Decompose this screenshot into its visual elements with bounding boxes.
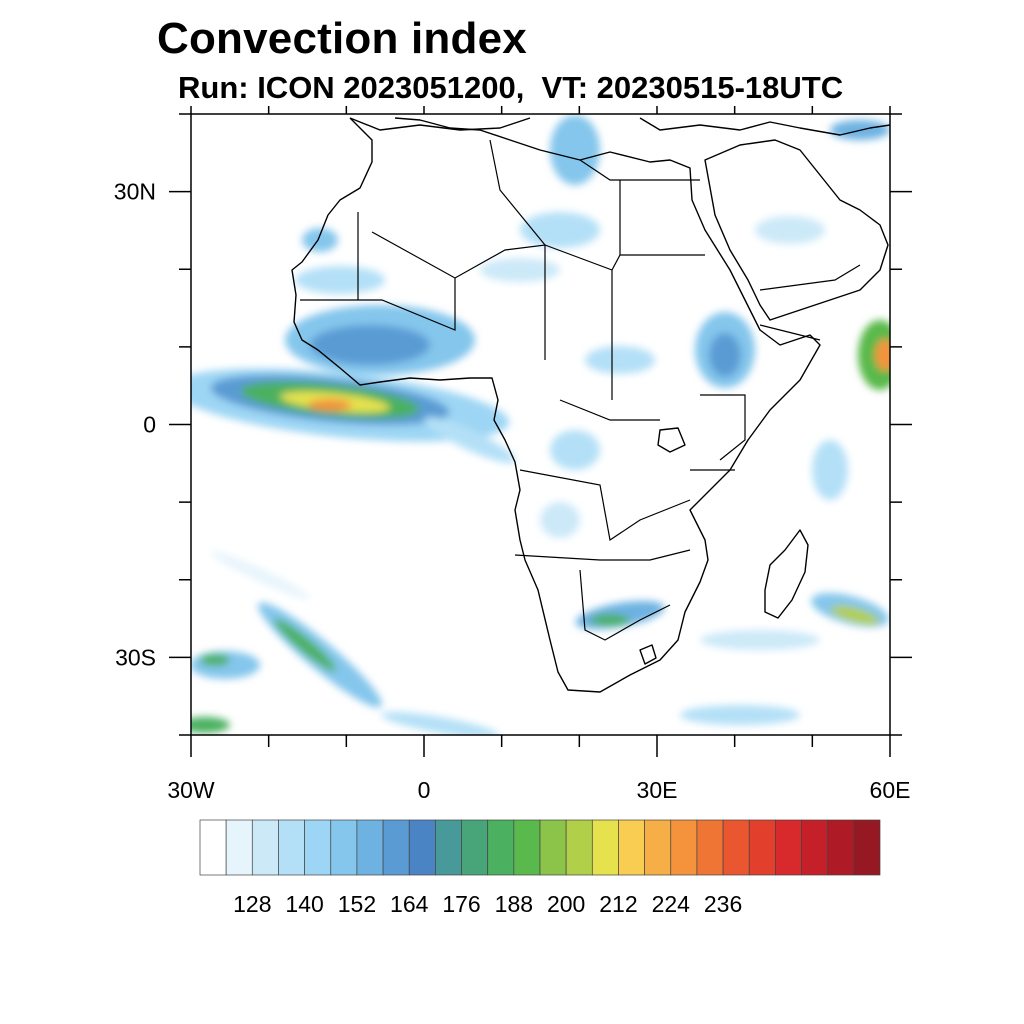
angola-cells	[540, 502, 580, 538]
colorbar-swatch	[356, 819, 384, 876]
border	[544, 180, 705, 400]
border	[489, 139, 700, 246]
colorbar-swatch	[330, 819, 358, 876]
axis-ticks: 30W 0 30E 60E 30N 0 30S	[114, 106, 912, 803]
saudi-cells	[755, 216, 825, 244]
colorbar-swatch	[748, 819, 776, 876]
europe-coast	[349, 117, 890, 136]
chart-subtitle: Run: ICON 2023051200, VT: 20230515-18UTC	[178, 70, 844, 105]
colorbar-swatch	[696, 819, 724, 876]
south-atlantic-tail	[380, 711, 500, 735]
colorbar-swatch	[853, 819, 881, 876]
colorbar-label: 128	[233, 891, 271, 917]
south-atlantic-west-core	[200, 654, 230, 666]
colorbar-swatch	[670, 819, 698, 876]
colorbar-swatch	[644, 819, 672, 876]
botswana-core	[590, 614, 630, 626]
colorbar-swatch	[382, 819, 410, 876]
morocco-coast	[302, 228, 338, 252]
colorbar-label: 188	[495, 891, 533, 917]
colorbar-swatch	[775, 819, 802, 876]
southwest-corner	[191, 717, 230, 733]
itcz-band-core	[308, 399, 352, 411]
colorbar-swatch	[801, 819, 829, 876]
arabian-sea-cell	[858, 320, 890, 390]
indian-ocean-band	[812, 440, 848, 500]
convection-field	[191, 115, 890, 735]
colorbar-swatch	[408, 819, 436, 876]
arabian-sea-core	[875, 339, 890, 371]
chart-title: Convection index	[157, 14, 527, 63]
colorbar-swatch	[539, 819, 567, 876]
border	[759, 264, 861, 341]
central-sahel	[480, 258, 560, 282]
colorbar-swatch	[591, 819, 619, 876]
sahara-west	[295, 266, 385, 294]
colorbar-label: 176	[442, 891, 480, 917]
colorbar-swatch	[618, 819, 645, 876]
lesotho	[639, 644, 657, 665]
colorbar-label: 140	[285, 891, 323, 917]
colorbar-swatch	[487, 819, 515, 876]
colorbar-swatch	[435, 819, 462, 876]
colorbar-label: 224	[652, 891, 691, 917]
colorbar-swatch	[513, 819, 541, 876]
border	[690, 394, 746, 471]
colorbar-swatch	[827, 819, 855, 876]
sudan-cells	[585, 346, 655, 374]
southeast-corner-band	[680, 705, 800, 725]
congo-cells	[550, 430, 600, 470]
y-tick-label: 0	[143, 412, 156, 438]
itcz-trail	[424, 417, 516, 463]
madagascar-east-core	[830, 605, 880, 625]
colorbar-swatch	[461, 819, 489, 876]
colorbar-label: 152	[338, 891, 376, 917]
south-atlantic-west	[191, 651, 260, 679]
colorbar: 128 140 152 164 176 188 200 212 224 236	[199, 819, 881, 917]
ethiopia-core	[709, 333, 741, 377]
border	[559, 399, 671, 641]
south-indian-band	[700, 630, 820, 650]
colorbar-swatch	[722, 819, 750, 876]
madagascar	[764, 529, 809, 619]
mediterranean-cells	[550, 115, 600, 185]
x-tick-label: 60E	[870, 777, 911, 803]
x-tick-label: 0	[418, 777, 431, 803]
border	[300, 212, 546, 360]
colorbar-swatch	[199, 819, 227, 876]
x-tick-label: 30W	[167, 777, 215, 803]
west-africa-core	[310, 325, 430, 365]
y-tick-label: 30N	[114, 179, 156, 205]
south-atlantic-core	[274, 618, 336, 672]
colorbar-label: 164	[390, 891, 429, 917]
lake-victoria	[657, 427, 686, 453]
coastlines	[291, 117, 890, 693]
colorbar-swatch	[225, 819, 253, 876]
x-tick-label: 30E	[637, 777, 678, 803]
colorbar-swatch	[304, 819, 332, 876]
border	[514, 469, 691, 561]
mid-atlantic-streak	[210, 551, 310, 599]
y-tick-label: 30S	[115, 644, 156, 670]
colorbar-swatch	[565, 819, 593, 876]
arabia	[704, 139, 889, 321]
colorbar-label: 200	[547, 891, 585, 917]
colorbar-label: 212	[599, 891, 637, 917]
africa-coastline	[291, 117, 821, 693]
colorbar-swatch	[251, 819, 279, 876]
colorbar-swatch	[278, 819, 305, 876]
colorbar-label: 236	[704, 891, 742, 917]
country-borders	[300, 139, 861, 641]
